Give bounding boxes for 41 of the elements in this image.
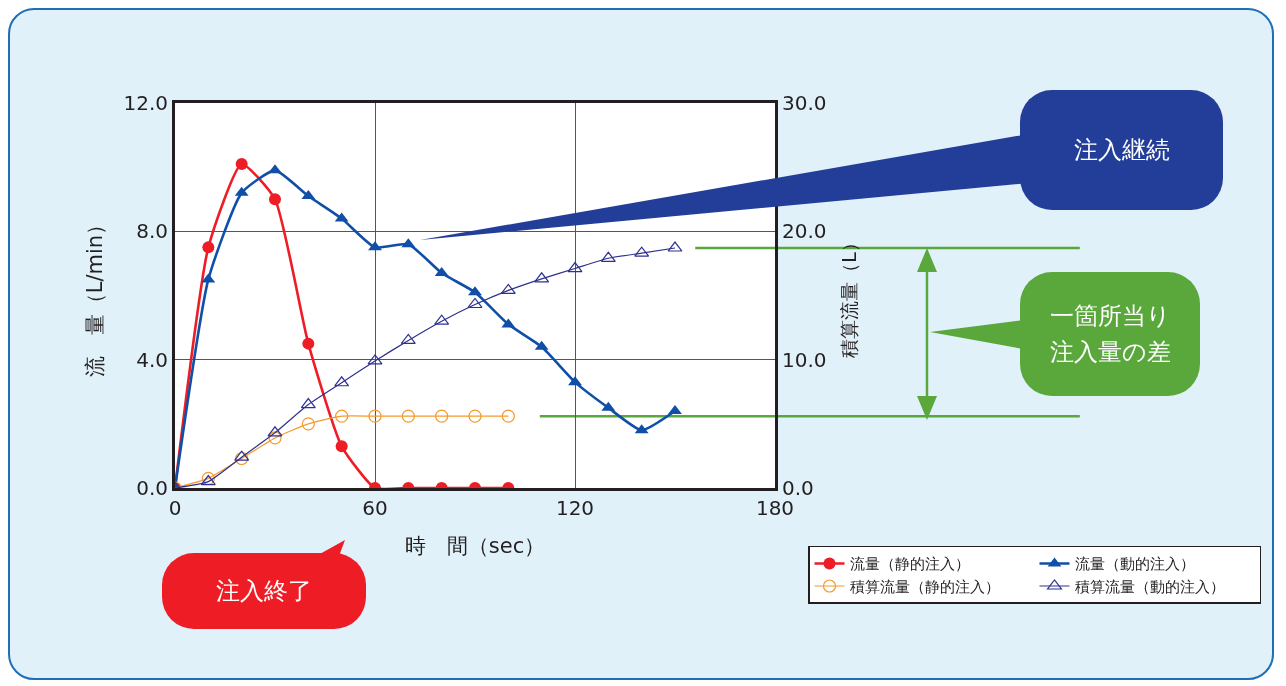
y2-tick-label: 20.0 <box>782 219 827 244</box>
y2-axis-title: 積算流量（L） <box>838 233 861 358</box>
point <box>300 397 316 409</box>
point <box>235 451 249 466</box>
point <box>368 409 382 423</box>
legend-label: 積算流量（動的注入） <box>1074 577 1225 596</box>
point <box>401 409 415 423</box>
point <box>501 409 515 423</box>
point <box>335 409 349 423</box>
y-tick-label: 12.0 <box>123 91 168 115</box>
point <box>268 431 282 445</box>
point <box>301 417 315 431</box>
y-tick-label: 8.0 <box>136 219 168 244</box>
point <box>268 164 282 174</box>
point <box>368 241 382 251</box>
text: 注入継続 <box>1020 90 1223 210</box>
point <box>302 337 315 350</box>
text: 注入終了 <box>162 553 366 629</box>
legend-label: 流量（動的注入） <box>1074 555 1195 574</box>
y-tick-label: 4.0 <box>136 347 168 372</box>
y2-tick-label: 30.0 <box>782 91 827 115</box>
legend-label: 流量（静的注入） <box>849 555 970 574</box>
x-tick-label: 60 <box>362 496 388 520</box>
point <box>400 333 416 345</box>
y-tick-label: 0.0 <box>136 476 168 500</box>
point <box>567 261 583 273</box>
point <box>568 376 582 386</box>
point <box>435 409 449 423</box>
legend-label: 積算流量（静的注入） <box>849 577 1000 596</box>
point <box>468 409 482 423</box>
point <box>235 157 248 170</box>
x-tick-label: 0 <box>168 496 182 520</box>
x-axis-title: 時 間（sec） <box>404 534 546 559</box>
point <box>467 297 483 309</box>
point <box>269 193 281 206</box>
y-axis-title: 流 量（L/min） <box>82 213 107 378</box>
text: 一箇所当り注入量の差 <box>1020 272 1200 396</box>
point <box>202 241 215 254</box>
point <box>468 286 482 296</box>
y2-tick-label: 10.0 <box>782 347 827 372</box>
x-tick-label: 120 <box>555 496 595 520</box>
